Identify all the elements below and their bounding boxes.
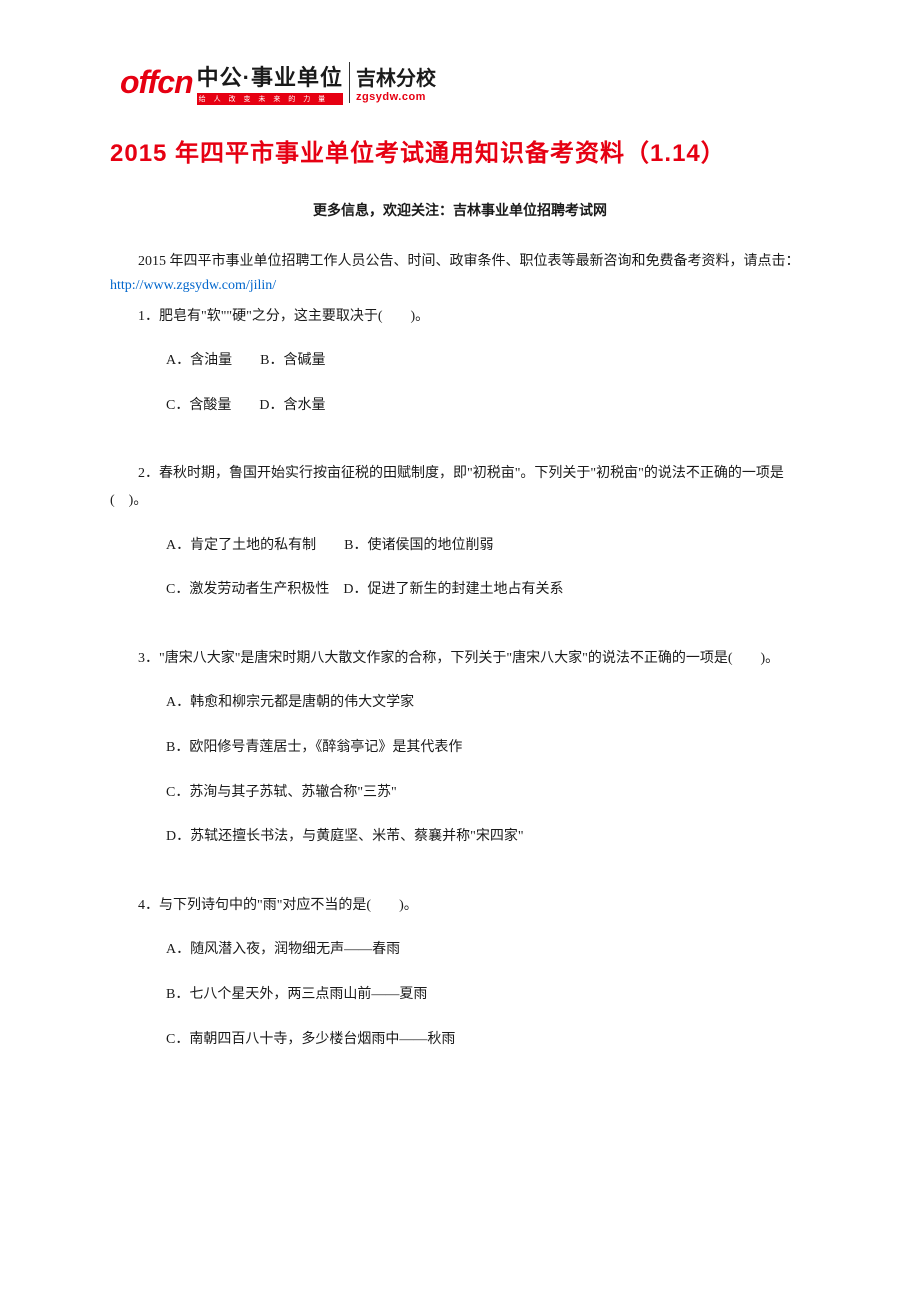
question-text: 2．春秋时期，鲁国开始实行按亩征税的田赋制度，即"初税亩"。下列关于"初税亩"的…: [110, 461, 810, 514]
subtitle-prefix: 更多信息，欢迎关注：: [313, 202, 453, 218]
subtitle-link-text[interactable]: 吉林事业单位招聘考试网: [453, 202, 607, 218]
option-line: A．随风潜入夜，润物细无声——春雨: [110, 937, 810, 964]
option-line: C．激发劳动者生产积极性 D．促进了新生的封建土地占有关系: [110, 577, 810, 604]
logo-jilin-url: zgsydw.com: [356, 91, 436, 103]
option-line: C．苏洵与其子苏轼、苏辙合称"三苏": [110, 780, 810, 807]
intro-paragraph: 2015 年四平市事业单位招聘工作人员公告、时间、政审条件、职位表等最新咨询和免…: [110, 250, 810, 298]
logo-main-block: 中公·事业单位 给 人 改 变 未 来 的 力 量: [197, 60, 343, 105]
option-line: A．肯定了土地的私有制 B．使诸侯国的地位削弱: [110, 533, 810, 560]
question-text: 3．"唐宋八大家"是唐宋时期八大散文作家的合称，下列关于"唐宋八大家"的说法不正…: [110, 646, 810, 673]
logo-main-text: 中公·事业单位: [197, 60, 343, 92]
question-block: 4．与下列诗句中的"雨"对应不当的是( )。 A．随风潜入夜，润物细无声——春雨 B…: [110, 893, 810, 1053]
logo-jilin-text: 吉林分校: [356, 62, 436, 91]
option-line: C．含酸量 D．含水量: [110, 393, 810, 420]
document-title: 2015 年四平市事业单位考试通用知识备考资料（1.14）: [110, 133, 810, 168]
option-line: B．七八个星天外，两三点雨山前——夏雨: [110, 982, 810, 1009]
question-text: 1．肥皂有"软""硬"之分，这主要取决于( )。: [110, 304, 810, 331]
question-block: 2．春秋时期，鲁国开始实行按亩征税的田赋制度，即"初税亩"。下列关于"初税亩"的…: [110, 461, 810, 603]
option-line: B．欧阳修号青莲居士，《醉翁亭记》是其代表作: [110, 735, 810, 762]
question-text: 4．与下列诗句中的"雨"对应不当的是( )。: [110, 893, 810, 920]
logo-header: offcn 中公·事业单位 给 人 改 变 未 来 的 力 量 吉林分校 zgs…: [120, 60, 810, 105]
option-line: A．韩愈和柳宗元都是唐朝的伟大文学家: [110, 690, 810, 717]
option-line: D．苏轼还擅长书法，与黄庭坚、米芾、蔡襄并称"宋四家": [110, 824, 810, 851]
question-block: 3．"唐宋八大家"是唐宋时期八大散文作家的合称，下列关于"唐宋八大家"的说法不正…: [110, 646, 810, 851]
logo-offcn-text: offcn: [120, 64, 193, 101]
logo-tagline: 给 人 改 变 未 来 的 力 量: [197, 93, 343, 105]
intro-url-link[interactable]: http://www.zgsydw.com/jilin/: [110, 278, 276, 293]
document-subtitle: 更多信息，欢迎关注：吉林事业单位招聘考试网: [110, 200, 810, 220]
option-line: A．含油量 B．含碱量: [110, 348, 810, 375]
intro-text-part1: 2015 年四平市事业单位招聘工作人员公告、时间、政审条件、职位表等最新咨询和免…: [138, 254, 800, 269]
logo: offcn 中公·事业单位 给 人 改 变 未 来 的 力 量 吉林分校 zgs…: [120, 60, 810, 105]
question-block: 1．肥皂有"软""硬"之分，这主要取决于( )。 A．含油量 B．含碱量 C．含酸量…: [110, 304, 810, 420]
logo-jilin-block: 吉林分校 zgsydw.com: [349, 62, 436, 103]
option-line: C．南朝四百八十寺，多少楼台烟雨中——秋雨: [110, 1027, 810, 1054]
